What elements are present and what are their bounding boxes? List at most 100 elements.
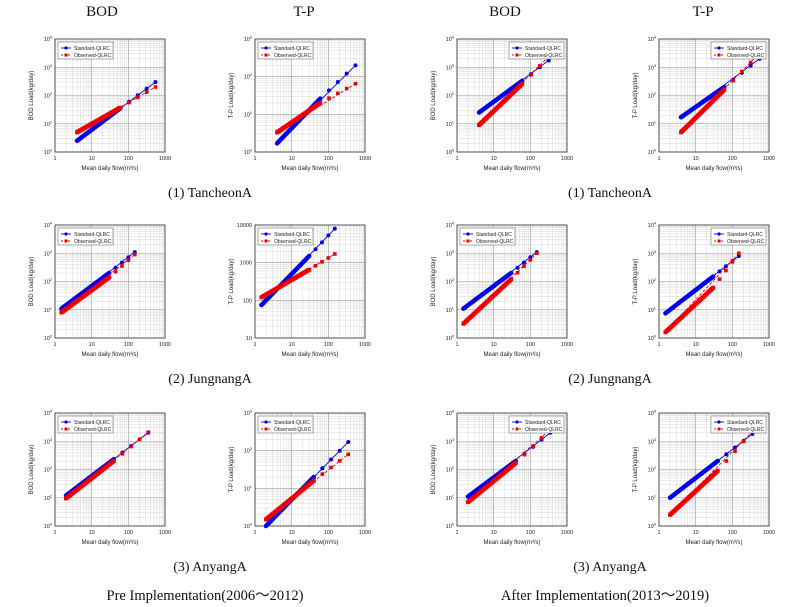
x-tick-label: 1	[53, 156, 56, 162]
y-tick-label: 100	[648, 334, 657, 343]
data-point	[326, 256, 331, 260]
data-point	[137, 437, 142, 442]
x-tick-label: 100	[324, 530, 333, 536]
data-point	[715, 468, 720, 473]
x-tick-label: 1000	[561, 342, 573, 348]
x-tick-label: 10	[89, 342, 95, 348]
x-tick-label: 1000	[159, 530, 171, 536]
legend-label: Standard-QLRC	[727, 420, 763, 426]
x-tick-label: 1000	[763, 342, 775, 348]
data-point	[146, 430, 151, 434]
y-tick-label: 101	[648, 119, 657, 128]
x-tick-label: 1000	[359, 342, 371, 348]
plot-frame	[658, 38, 770, 153]
legend-marker	[64, 232, 68, 236]
legend-marker	[717, 232, 721, 236]
legend-marker	[717, 46, 721, 50]
y-tick-label: 102	[446, 465, 455, 474]
legend-marker	[64, 427, 68, 431]
legend-marker	[717, 427, 721, 431]
legend-marker	[466, 239, 470, 243]
y-axis-label: BOD Load(kg/day)	[29, 257, 35, 307]
y-tick-label: 103	[648, 249, 657, 258]
data-point	[522, 452, 527, 457]
data-point	[344, 71, 349, 76]
y-tick-label: 103	[446, 63, 455, 72]
data-point	[717, 277, 722, 281]
legend-marker	[717, 420, 721, 424]
y-tick-label: 104	[446, 35, 455, 44]
chart-p13: 1 10 100 1000 100 101 102 103 104 Mean daily flow…	[431, 35, 573, 173]
data-point	[528, 257, 533, 262]
data-point	[711, 285, 716, 290]
y-tick-label: 100	[44, 522, 53, 531]
legend-label: Standard-QLRC	[525, 46, 561, 52]
y-axis-label: T-P Load(kg/day)	[633, 259, 639, 305]
legend-label: Standard-QLRC	[274, 46, 310, 52]
series-line	[669, 431, 753, 516]
legend-marker	[515, 46, 519, 50]
y-axis-label: T-P Load(kg/day)	[633, 447, 639, 493]
data-point	[313, 247, 318, 252]
data-point	[733, 445, 738, 450]
x-tick-label: 10	[693, 342, 699, 348]
x-axis-label: Mean daily flow(m³/s)	[81, 540, 138, 546]
y-tick-label: 100	[446, 522, 455, 531]
y-tick-label: 104	[44, 221, 53, 230]
y-tick-label: 102	[648, 91, 657, 100]
plot-frame	[658, 412, 770, 527]
legend-marker	[264, 420, 268, 424]
y-axis-label: BOD Load(kg/day)	[431, 71, 437, 121]
chart-p32: 1 10 100 1000 100 101 102 103 Mean daily flow(m³…	[229, 409, 371, 547]
header-post-tp: T-P	[692, 4, 714, 20]
legend-label: Standard-QLRC	[727, 232, 763, 238]
data-point	[311, 478, 316, 483]
legend-label: Standard-QLRC	[274, 420, 310, 426]
legend-label: Standard-QLRC	[525, 420, 561, 426]
y-tick-label: 100	[44, 334, 53, 343]
x-tick-label: 100	[728, 156, 737, 162]
x-axis-label: Mean daily flow(m³/s)	[81, 352, 138, 358]
data-point	[118, 105, 123, 110]
legend-label: Observed-QLRC	[525, 53, 563, 59]
data-point	[311, 474, 317, 480]
x-tick-label: 100	[526, 530, 535, 536]
legend-label: Standard-QLRC	[274, 232, 310, 238]
plot-frame	[456, 38, 568, 153]
y-tick-label: 103	[446, 437, 455, 446]
data-point	[126, 258, 131, 263]
x-tick-label: 1000	[763, 156, 775, 162]
data-point	[724, 452, 729, 457]
legend-label: Standard-QLRC	[727, 46, 763, 52]
x-tick-label: 100	[124, 342, 133, 348]
data-point	[731, 78, 735, 83]
x-axis-label: Mean daily flow(m³/s)	[685, 352, 742, 358]
x-tick-label: 1	[657, 530, 660, 536]
data-point	[515, 265, 520, 270]
data-point	[508, 270, 514, 276]
y-tick-label: 104	[446, 409, 455, 418]
data-point	[740, 69, 744, 74]
header-pre-tp: T-P	[293, 4, 315, 20]
data-point	[337, 459, 342, 463]
data-point	[520, 81, 525, 86]
y-tick-label: 102	[648, 465, 657, 474]
plot-frame	[456, 412, 568, 527]
caption-pre-1: (1) TancheonA	[168, 186, 252, 201]
chart-p11: 1 10 100 1000 100 101 102 103 104 Mean daily flow…	[29, 35, 171, 173]
data-point	[522, 264, 526, 269]
data-point	[730, 260, 735, 264]
x-tick-label: 100	[728, 530, 737, 536]
legend-marker	[515, 53, 519, 57]
y-tick-label: 104	[446, 221, 455, 230]
y-tick-label: 101	[446, 119, 455, 128]
legend-box	[710, 415, 767, 434]
data-point	[538, 64, 542, 68]
data-point	[509, 277, 514, 282]
caption-post-1: (1) TancheonA	[568, 186, 652, 201]
data-point	[144, 86, 149, 91]
legend-box	[257, 227, 314, 246]
data-point	[107, 275, 112, 280]
chart-p14: 1 10 100 1000 100 101 102 103 104 Mean daily flow…	[633, 35, 775, 173]
